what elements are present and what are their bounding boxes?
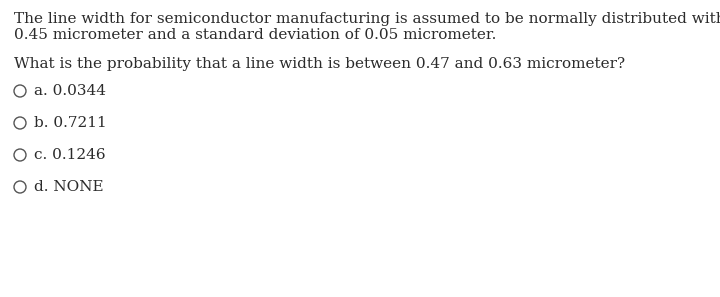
Text: c. 0.1246: c. 0.1246 (34, 148, 106, 162)
Text: What is the probability that a line width is between 0.47 and 0.63 micrometer?: What is the probability that a line widt… (14, 57, 625, 71)
Text: b. 0.7211: b. 0.7211 (34, 116, 107, 130)
Text: d. NONE: d. NONE (34, 180, 104, 194)
Text: a. 0.0344: a. 0.0344 (34, 84, 106, 98)
Text: 0.45 micrometer and a standard deviation of 0.05 micrometer.: 0.45 micrometer and a standard deviation… (14, 28, 496, 42)
Text: The line width for semiconductor manufacturing is assumed to be normally distrib: The line width for semiconductor manufac… (14, 12, 720, 26)
